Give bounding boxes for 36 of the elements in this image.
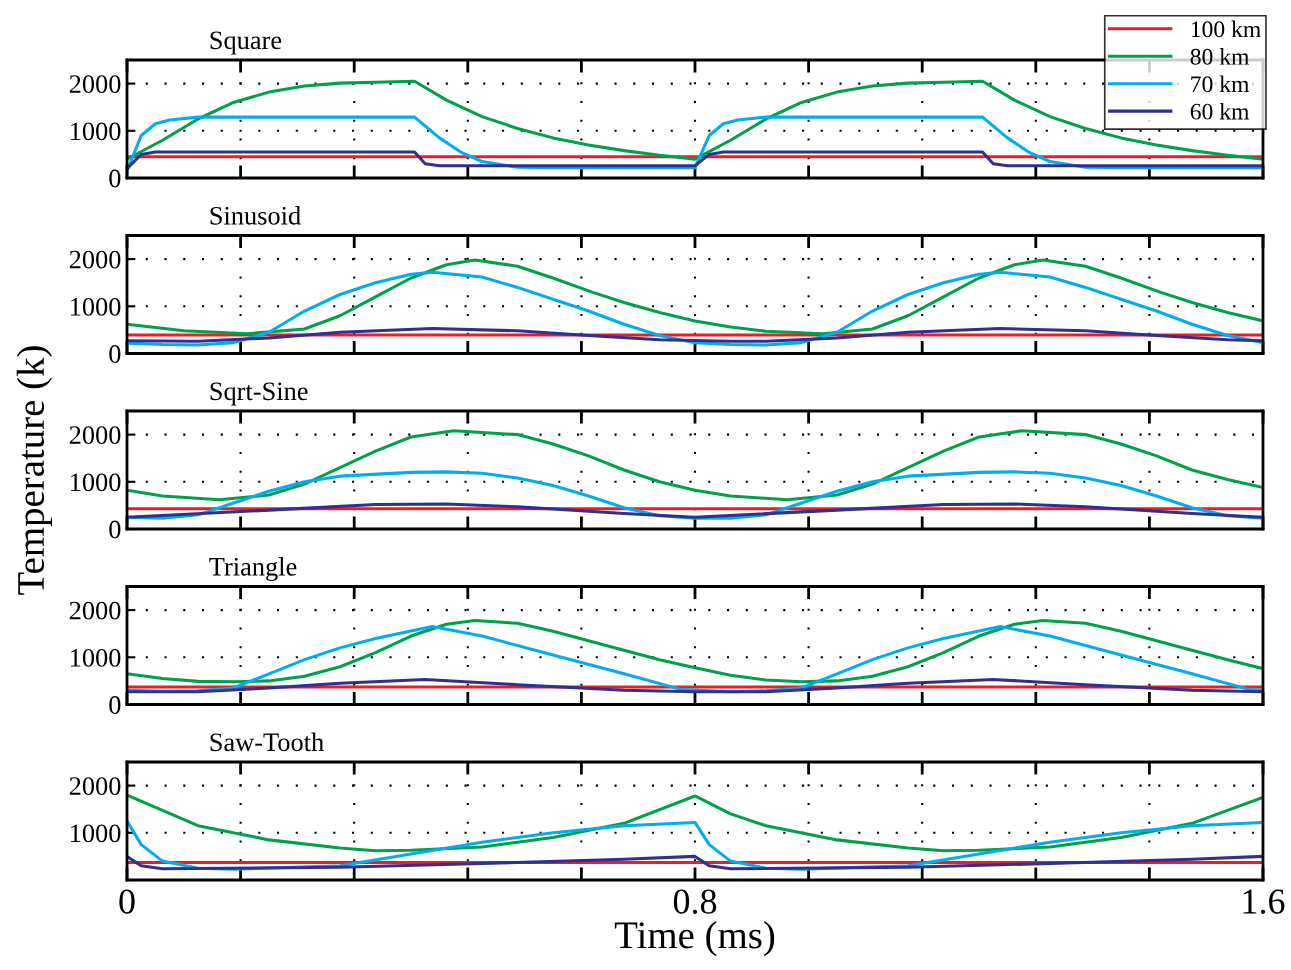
line-series [127,258,1263,336]
line-series [127,270,1263,347]
y-tick-label: 0 [109,520,121,539]
legend-label: 60 km [1190,103,1250,120]
y-tick-label: 2000 [69,426,121,445]
y-tick-label: 2000 [69,777,121,796]
y-tick-label: 0 [109,169,121,188]
y-tick-label: 1000 [70,122,121,141]
line-series [127,326,1263,343]
line-series [127,618,1263,684]
y-tick-label: 2000 [69,75,121,94]
x-axis-title: Time (ms) [614,921,775,957]
y-tick-label: 1000 [70,297,121,316]
y-tick-label: 1000 [70,824,121,843]
legend-label: 100 km [1191,20,1261,38]
line-series [127,429,1263,502]
x-tick-label: 0.8 [673,889,717,914]
chart-title: Sqrt-Sine [210,382,308,406]
x-tick-label: 1.6 [1243,889,1285,914]
line-series [127,150,1263,171]
legend-label: 80 km [1190,48,1250,65]
y-tick-label: 0 [109,345,121,363]
chart-title: Triangle [209,557,297,582]
line-series [127,854,1263,871]
line-series [127,502,1263,519]
y-tick-label: 2000 [69,601,121,620]
legend-label: 70 km [1191,75,1250,93]
chart-title: Saw-Tooth [210,732,324,752]
y-tick-label: 2000 [69,250,121,269]
line-series [127,677,1263,694]
y-tick-label: 0 [109,696,121,714]
y-tick-label: 1000 [70,648,121,667]
y-tick-label: 1000 [70,473,121,492]
chart-title: Square [210,31,282,55]
y-axis-title: Temperature (k) [16,346,52,595]
chart-title: Sinusoid [210,206,301,225]
